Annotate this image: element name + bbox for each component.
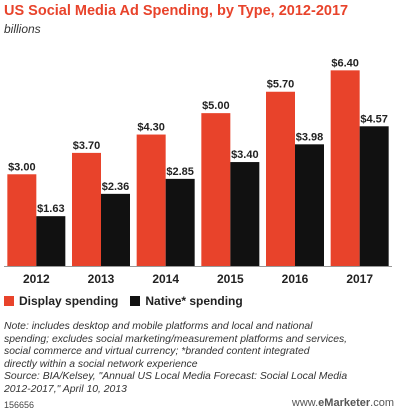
data-label-display-2015: $5.00 [202,100,230,112]
bar-display-2014 [136,134,166,266]
bar-native-2015 [230,162,260,266]
legend-item-display: Display spending [4,294,118,308]
data-label-display-2017: $6.40 [331,57,359,69]
bar-chart-svg: $3.00 $1.63 2012 $3.70 $2.36 2013 $4.30 $2.85 20… [4,57,392,286]
data-label-display-2014: $4.30 [137,122,165,134]
chart-title: US Social Media Ad Spending, by Type, 20… [4,3,349,19]
chart-subtitle: billions [4,22,41,36]
data-label-native-2015: $3.40 [231,149,259,161]
data-label-native-2017: $4.57 [360,113,388,125]
legend-swatch-display [4,296,14,306]
x-tick-label-2016: 2016 [282,272,309,286]
data-label-native-2014: $2.85 [166,166,194,178]
bar-native-2014 [165,178,195,266]
bar-display-2012 [7,174,37,266]
chart-note: Note: includes desktop and mobile platfo… [4,321,396,397]
bar-native-2016 [295,144,324,266]
bar-native-2012 [36,216,66,266]
note-line: spending; excludes social marketing/meas… [4,333,348,345]
chart-id: 156656 [4,400,35,410]
bar-display-2017 [330,70,360,266]
legend-label-display: Display spending [19,294,119,308]
x-tick-label-2017: 2017 [346,272,373,286]
x-tick-label-2014: 2014 [152,272,179,286]
legend-item-native: Native* spending [130,294,243,308]
bar-chart: $3.00 $1.63 2012 $3.70 $2.36 2013 $4.30 $2.85 20… [0,40,400,290]
x-tick-label-2012: 2012 [23,272,50,286]
brand-logo: www.eMarketer.com [292,397,394,409]
chart-legend: Display spending Native* spending [4,294,255,308]
source-line: Source: BIA/Kelsey, "Annual US Local Med… [4,371,348,383]
source-line: 2012-2017," April 10, 2013 [4,383,127,395]
bar-display-2013 [72,152,101,266]
data-label-display-2016: $5.70 [267,79,295,91]
note-line: directly within a social network experie… [4,358,198,370]
data-label-native-2013: $2.36 [102,181,130,193]
legend-label-native: Native* spending [145,294,243,308]
bar-display-2016 [266,91,295,266]
bar-display-2015 [201,113,231,267]
brand-name: eMarketer [318,397,371,409]
brand-tld: .com [370,397,394,409]
data-label-display-2012: $3.00 [8,161,36,173]
note-line: social commerce and virtual currency; *b… [4,346,310,358]
footer: 156656 www.eMarketer.com [0,394,400,412]
note-line: Note: includes desktop and mobile platfo… [4,321,313,332]
x-tick-label-2013: 2013 [88,272,115,286]
brand-www: www. [291,397,319,409]
legend-swatch-native [130,296,141,306]
data-label-native-2012: $1.63 [37,203,65,215]
x-tick-label-2015: 2015 [217,272,244,286]
bar-native-2017 [359,126,389,266]
data-label-native-2016: $3.98 [296,131,324,143]
bar-native-2013 [101,193,130,266]
data-label-display-2013: $3.70 [73,140,101,152]
